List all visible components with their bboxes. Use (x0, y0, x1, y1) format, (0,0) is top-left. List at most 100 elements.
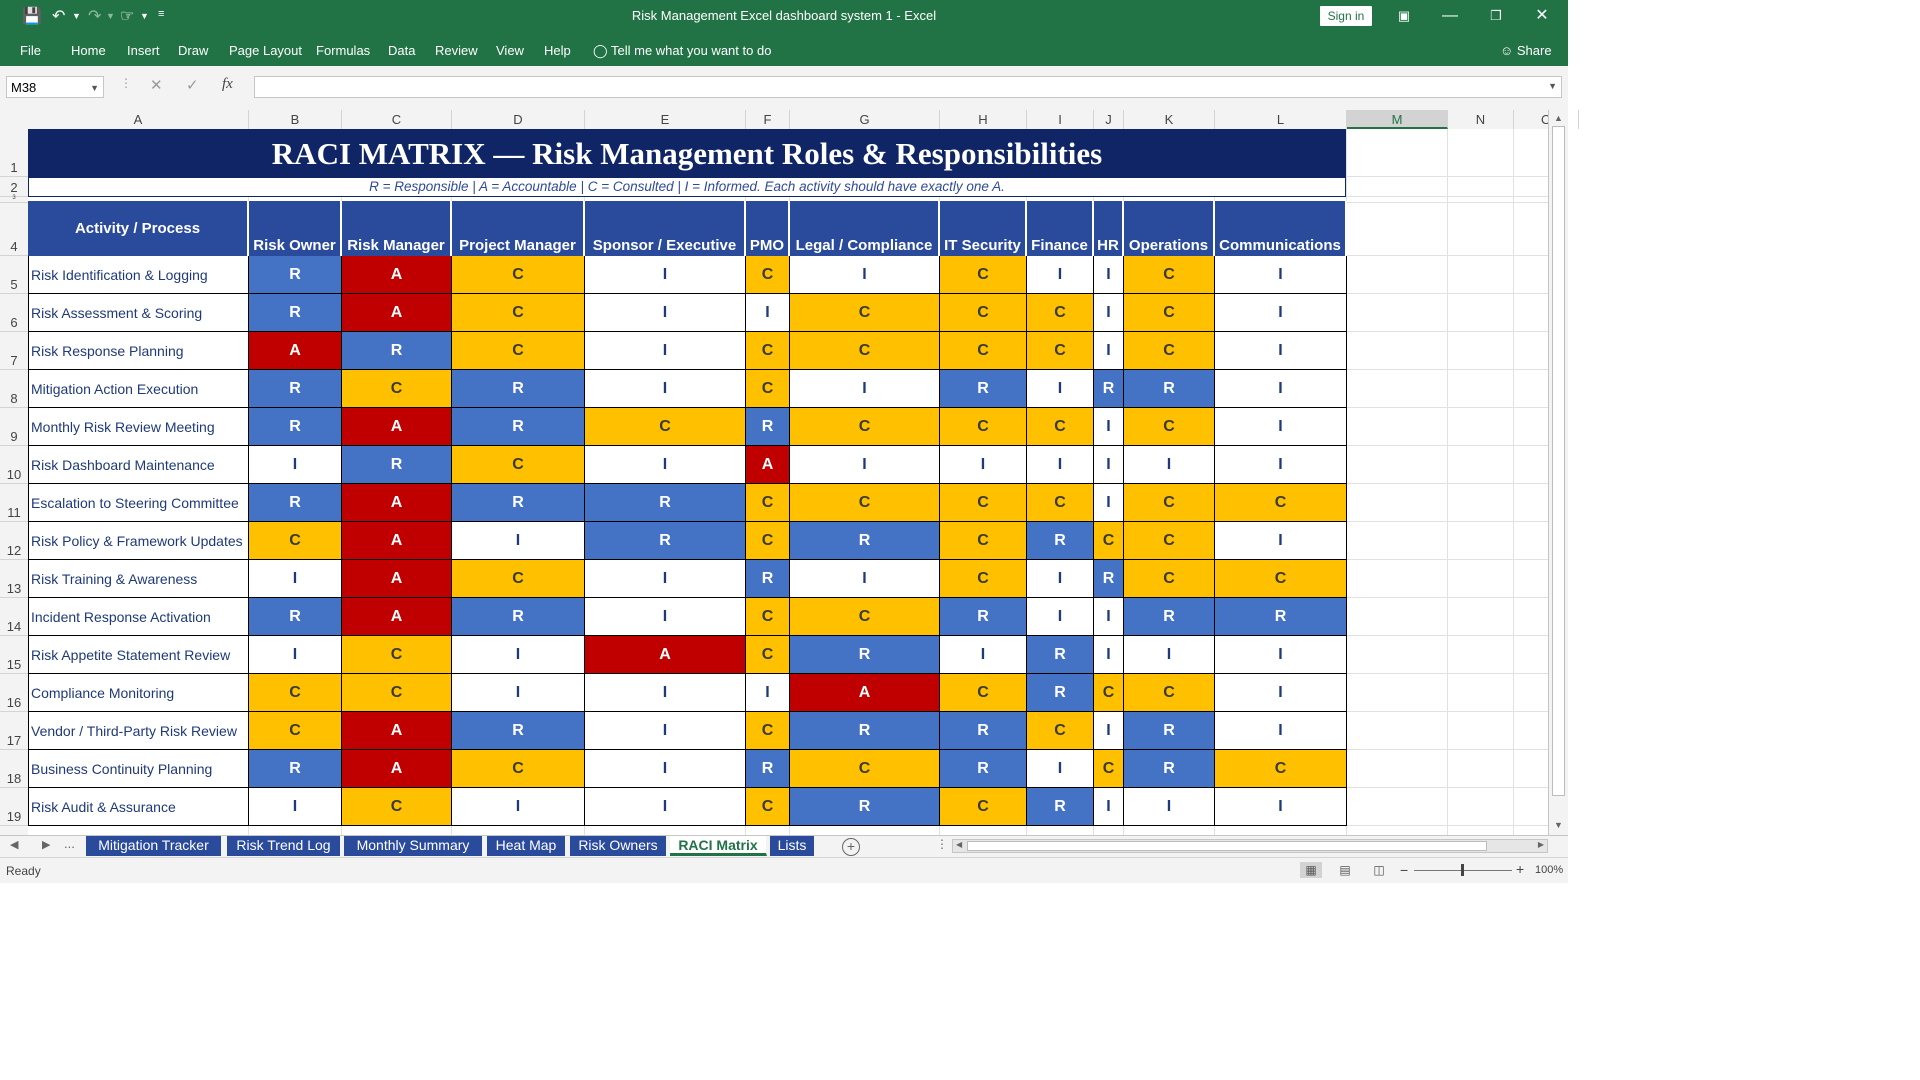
sheet-tab-mitigation-tracker[interactable]: Mitigation Tracker (86, 836, 222, 856)
raci-cell[interactable]: C (1027, 484, 1094, 522)
raci-cell[interactable]: C (746, 256, 790, 294)
raci-cell[interactable]: I (1215, 408, 1347, 446)
raci-cell[interactable]: I (249, 788, 342, 826)
raci-cell[interactable]: C (940, 294, 1027, 332)
raci-cell[interactable]: C (746, 522, 790, 560)
raci-cell[interactable]: C (1124, 560, 1215, 598)
raci-cell[interactable]: A (585, 636, 746, 674)
sheet-tab-risk-trend-log[interactable]: Risk Trend Log (227, 836, 341, 856)
row-header-4[interactable]: 4 (0, 203, 28, 256)
raci-cell[interactable]: I (585, 256, 746, 294)
raci-cell[interactable]: R (1027, 674, 1094, 712)
zoom-in-icon[interactable]: + (1516, 861, 1525, 877)
raci-cell[interactable]: C (746, 370, 790, 408)
tab-home[interactable]: Home (71, 43, 106, 58)
raci-cell[interactable]: C (746, 598, 790, 636)
restore-icon[interactable]: ❐ (1490, 8, 1502, 23)
row-header-14[interactable]: 14 (0, 598, 28, 636)
raci-cell[interactable]: I (585, 560, 746, 598)
column-header-n[interactable]: N (1448, 110, 1514, 129)
row-header-1[interactable]: 1 (0, 129, 28, 177)
raci-cell[interactable]: C (249, 712, 342, 750)
activity-cell[interactable]: Risk Audit & Assurance (28, 788, 249, 826)
raci-cell[interactable]: A (342, 598, 452, 636)
raci-cell[interactable]: R (249, 294, 342, 332)
sheet-tab-heat-map[interactable]: Heat Map (487, 836, 566, 856)
column-header-a[interactable]: A (28, 110, 249, 129)
tab-draw[interactable]: Draw (178, 43, 209, 58)
column-header-k[interactable]: K (1124, 110, 1215, 129)
raci-cell[interactable]: C (1124, 256, 1215, 294)
raci-cell[interactable]: C (940, 484, 1027, 522)
raci-cell[interactable]: R (1027, 522, 1094, 560)
raci-cell[interactable]: R (249, 256, 342, 294)
raci-cell[interactable]: C (790, 598, 940, 636)
row-header-18[interactable]: 18 (0, 750, 28, 788)
row-header-10[interactable]: 10 (0, 446, 28, 484)
raci-cell[interactable]: R (1124, 598, 1215, 636)
raci-cell[interactable]: I (790, 446, 940, 484)
activity-cell[interactable]: Escalation to Steering Committee (28, 484, 249, 522)
raci-cell[interactable]: R (1124, 712, 1215, 750)
tab-view[interactable]: View (496, 43, 524, 58)
zoom-level[interactable]: 100% (1535, 864, 1564, 876)
sign-in-button[interactable]: Sign in (1320, 6, 1372, 26)
redo-dropdown-icon[interactable]: ▼ (106, 11, 115, 21)
enter-icon[interactable]: ✓ (186, 77, 199, 94)
raci-cell[interactable]: C (940, 256, 1027, 294)
raci-cell[interactable]: C (249, 522, 342, 560)
raci-cell[interactable]: I (1094, 636, 1124, 674)
raci-cell[interactable]: I (1094, 294, 1124, 332)
raci-cell[interactable]: C (940, 408, 1027, 446)
raci-cell[interactable]: R (790, 636, 940, 674)
row-header-16[interactable]: 16 (0, 674, 28, 712)
activity-cell[interactable]: Incident Response Activation (28, 598, 249, 636)
raci-cell[interactable]: R (342, 332, 452, 370)
raci-cell[interactable]: C (585, 408, 746, 446)
tab-file[interactable]: File (20, 43, 41, 58)
splitter-icon[interactable]: ⋮ (936, 837, 948, 851)
row-header-15[interactable]: 15 (0, 636, 28, 674)
raci-cell[interactable]: R (452, 484, 585, 522)
raci-cell[interactable]: C (1094, 750, 1124, 788)
touch-dropdown-icon[interactable]: ▼ (140, 11, 149, 21)
raci-cell[interactable]: C (746, 332, 790, 370)
raci-cell[interactable]: C (790, 332, 940, 370)
raci-cell[interactable]: I (1094, 712, 1124, 750)
raci-cell[interactable]: C (1124, 674, 1215, 712)
column-header-e[interactable]: E (585, 110, 746, 129)
raci-cell[interactable]: I (1215, 522, 1347, 560)
raci-cell[interactable]: C (1094, 674, 1124, 712)
raci-cell[interactable]: I (249, 560, 342, 598)
activity-cell[interactable]: Risk Training & Awareness (28, 560, 249, 598)
raci-cell[interactable]: C (1124, 294, 1215, 332)
worksheet-grid[interactable]: RACI MATRIX — Risk Management Roles & Re… (28, 129, 1548, 835)
row-header-6[interactable]: 6 (0, 294, 28, 332)
raci-cell[interactable]: C (940, 788, 1027, 826)
undo-dropdown-icon[interactable]: ▼ (72, 11, 81, 21)
column-header-c[interactable]: C (342, 110, 452, 129)
column-header-l[interactable]: L (1215, 110, 1347, 129)
raci-cell[interactable]: C (342, 788, 452, 826)
save-icon[interactable]: 💾 (22, 8, 42, 25)
activity-cell[interactable]: Risk Policy & Framework Updates (28, 522, 249, 560)
tab-help[interactable]: Help (544, 43, 571, 58)
raci-cell[interactable]: A (249, 332, 342, 370)
row-header-11[interactable]: 11 (0, 484, 28, 522)
raci-cell[interactable]: C (746, 636, 790, 674)
raci-cell[interactable]: A (342, 712, 452, 750)
raci-cell[interactable]: C (1094, 522, 1124, 560)
raci-cell[interactable]: I (585, 370, 746, 408)
raci-cell[interactable]: C (452, 256, 585, 294)
raci-cell[interactable]: I (1124, 446, 1215, 484)
raci-cell[interactable]: C (1124, 408, 1215, 446)
raci-cell[interactable]: C (940, 560, 1027, 598)
raci-cell[interactable]: C (1215, 484, 1347, 522)
raci-cell[interactable]: I (1094, 598, 1124, 636)
raci-cell[interactable]: I (452, 788, 585, 826)
column-header-b[interactable]: B (249, 110, 342, 129)
raci-cell[interactable]: I (1215, 446, 1347, 484)
raci-cell[interactable]: I (585, 598, 746, 636)
close-icon[interactable]: ✕ (1535, 7, 1549, 24)
activity-cell[interactable]: Monthly Risk Review Meeting (28, 408, 249, 446)
